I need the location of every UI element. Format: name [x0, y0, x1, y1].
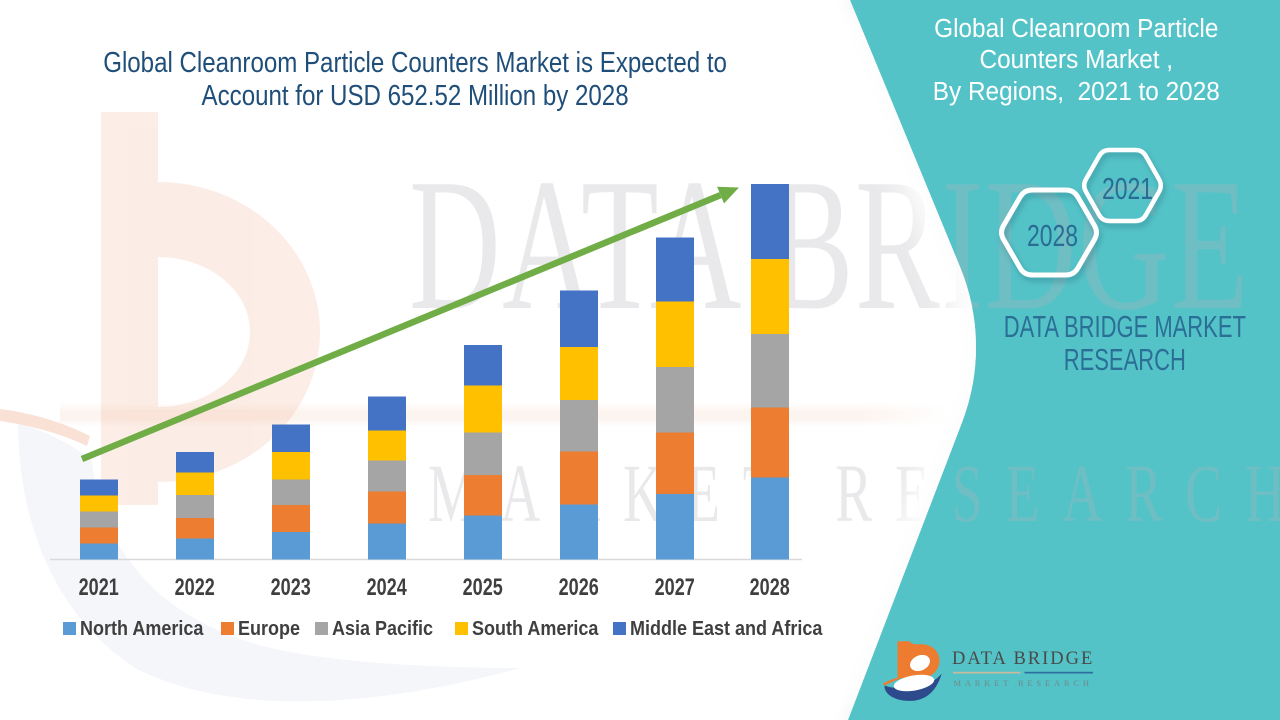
svg-text:DATA BRIDGE: DATA BRIDGE [952, 649, 1094, 669]
svg-text:MARKET RESEARCH: MARKET RESEARCH [954, 678, 1093, 688]
